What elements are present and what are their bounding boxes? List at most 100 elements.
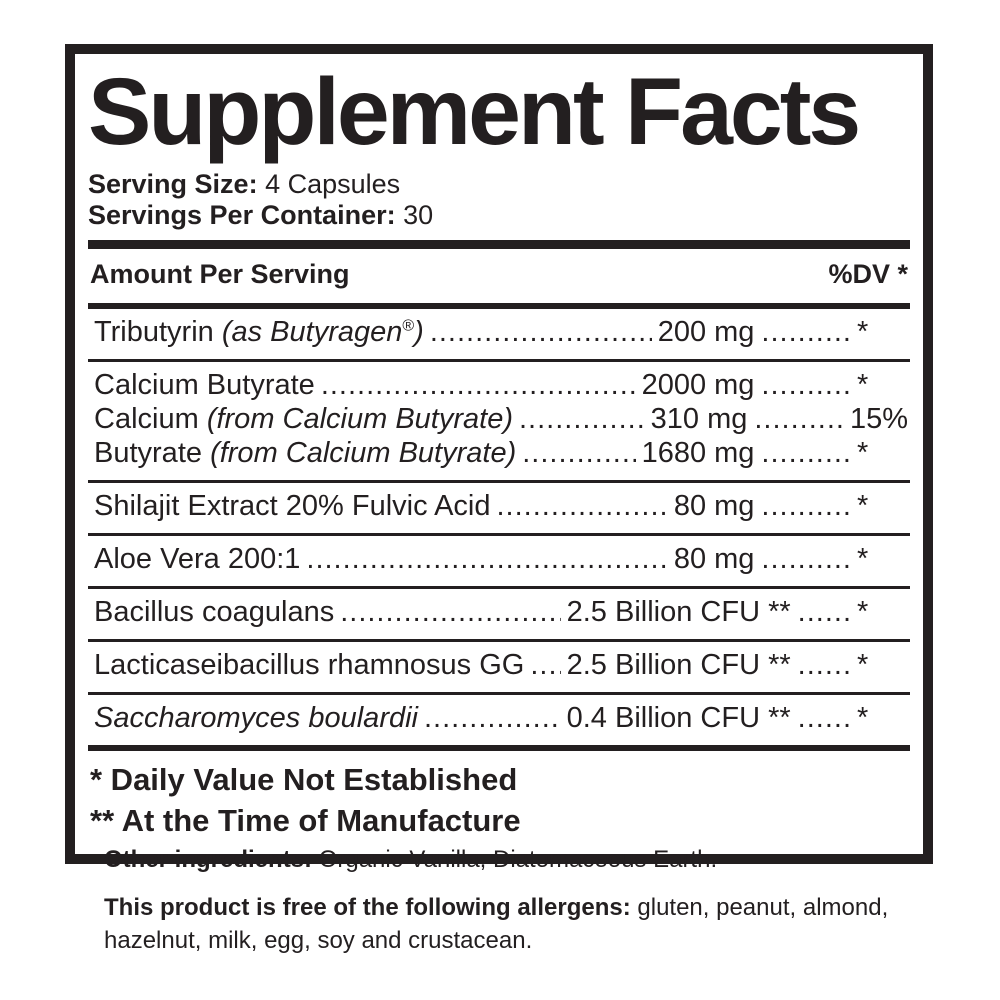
row-divider: [88, 532, 910, 536]
ingredient-amount: 2.5 Billion CFU **: [566, 595, 791, 628]
dot-leader: ........................................…: [518, 402, 645, 435]
row-divider: [88, 585, 910, 589]
ingredient-dv: *: [857, 595, 869, 628]
ingredient-dv: *: [857, 489, 869, 522]
ingredient-amount: 200 mg: [657, 315, 755, 348]
ingredient-dv: *: [857, 368, 869, 401]
ingredient-row: Saccharomyces boulardii.................…: [88, 701, 910, 735]
ingredient-group: Saccharomyces boulardii.................…: [88, 695, 910, 745]
amount-per-serving-label: Amount Per Serving: [90, 258, 350, 289]
ingredient-row: Tributyrin (as Butyragen®)..............…: [88, 315, 910, 349]
ingredient-amount: 2.5 Billion CFU **: [566, 648, 791, 681]
dot-leader: ........................................…: [522, 436, 635, 469]
ingredient-dv: *: [857, 542, 869, 575]
ingredient-dv: *: [857, 648, 869, 681]
servings-per-container-label: Servings Per Container:: [88, 199, 396, 230]
row-divider: [88, 358, 910, 362]
ingredient-name-part: (from Calcium Butyrate): [210, 436, 517, 469]
dot-leader-short: ......: [797, 595, 852, 628]
ingredient-name-part: (as Butyragen: [221, 315, 403, 348]
ingredient-name-part: ): [414, 315, 424, 348]
allergens-paragraph: This product is free of the following al…: [104, 891, 944, 957]
dot-leader-short: ......: [797, 701, 852, 734]
ingredient-dv: *: [857, 315, 869, 348]
ingredient-name: Shilajit Extract 20% Fulvic Acid: [94, 489, 490, 523]
allergens-value: gluten, peanut, almond, hazelnut, milk, …: [104, 894, 889, 954]
ingredient-name-part: Butyrate: [94, 436, 211, 469]
servings-per-container-line: Servings Per Container: 30: [88, 200, 910, 231]
ingredient-name: Saccharomyces boulardii: [94, 701, 418, 735]
ingredient-amount: 0.4 Billion CFU **: [566, 701, 791, 734]
ingredient-row: Calcium (from Calcium Butyrate).........…: [88, 402, 910, 436]
ingredient-dv: *: [857, 701, 869, 734]
ingredient-group: Tributyrin (as Butyragen®)..............…: [88, 309, 910, 359]
ingredient-name: Lacticaseibacillus rhamnosus GG: [94, 648, 524, 682]
footnotes: * Daily Value Not Established ** At the …: [88, 751, 910, 854]
footnote-manufacture: ** At the Time of Manufacture: [90, 802, 521, 838]
ingredient-amount: 310 mg: [650, 402, 748, 435]
ingredient-name-part: Calcium: [94, 402, 207, 435]
row-divider: [88, 479, 910, 483]
ingredient-amount: 80 mg: [673, 542, 755, 575]
divider-below-header: [88, 302, 910, 309]
ingredient-group: Calcium Butyrate........................…: [88, 362, 910, 480]
serving-size-value: 4 Capsules: [257, 168, 401, 199]
ingredient-name-part: Shilajit Extract 20% Fulvic Acid: [94, 489, 491, 522]
dot-leader-short: ..........: [761, 542, 852, 575]
divider-above-footnotes: [88, 744, 910, 751]
column-header-row: Amount Per Serving %DV *: [88, 249, 910, 303]
ingredient-name-part: (from Calcium Butyrate): [206, 402, 513, 435]
ingredient-name-part: Aloe Vera 200:1: [94, 542, 301, 575]
ingredient-name-part: Calcium Butyrate: [94, 368, 315, 401]
ingredient-name: Tributyrin (as Butyragen®): [94, 315, 424, 349]
ingredient-name: Aloe Vera 200:1: [94, 542, 300, 576]
ingredient-amount: 80 mg: [673, 489, 755, 522]
ingredient-group: Bacillus coagulans......................…: [88, 589, 910, 639]
dot-leader: ........................................…: [496, 489, 668, 522]
ingredient-row: Calcium Butyrate........................…: [88, 368, 910, 402]
other-ingredients-value: Organic Vanilla, Diatomaceous Earth.: [312, 846, 718, 873]
dot-leader: ........................................…: [320, 368, 636, 401]
allergens-label: This product is free of the following al…: [104, 894, 631, 921]
row-divider: [88, 691, 910, 695]
serving-size-line: Serving Size: 4 Capsules: [88, 169, 910, 200]
ingredient-name: Calcium (from Calcium Butyrate): [94, 402, 513, 436]
dot-leader-short: ..........: [761, 489, 852, 522]
supplement-facts-panel: Supplement Facts Serving Size: 4 Capsule…: [65, 44, 933, 864]
ingredient-name-part: Lacticaseibacillus rhamnosus GG: [94, 648, 525, 681]
ingredient-row: Bacillus coagulans......................…: [88, 595, 910, 629]
other-ingredients-paragraph: Other ingredients: Organic Vanilla, Diat…: [104, 843, 944, 876]
dot-leader-short: ..........: [761, 315, 852, 348]
ingredient-dv: 15%: [849, 402, 908, 435]
below-panel-text: Other ingredients: Organic Vanilla, Diat…: [104, 843, 944, 972]
ingredient-name-part: Bacillus coagulans: [94, 595, 335, 628]
ingredient-name-part: Tributyrin: [94, 315, 222, 348]
ingredient-rows: Tributyrin (as Butyragen®)..............…: [88, 309, 910, 745]
ingredient-name: Bacillus coagulans: [94, 595, 334, 629]
dot-leader-short: ..........: [754, 402, 845, 435]
ingredient-name-part: Saccharomyces boulardii: [94, 701, 418, 734]
percent-dv-label: %DV *: [828, 258, 908, 289]
ingredient-amount: 1680 mg: [641, 436, 755, 469]
ingredient-row: Shilajit Extract 20% Fulvic Acid........…: [88, 489, 910, 523]
servings-per-container-value: 30: [395, 199, 434, 230]
ingredient-row: Butyrate (from Calcium Butyrate)........…: [88, 436, 910, 470]
ingredient-row: Aloe Vera 200:1.........................…: [88, 542, 910, 576]
ingredient-group: Aloe Vera 200:1.........................…: [88, 536, 910, 586]
registered-mark: ®: [402, 317, 415, 335]
dot-leader: ........................................…: [306, 542, 668, 575]
dot-leader-short: ..........: [761, 368, 852, 401]
panel-title: Supplement Facts: [88, 59, 861, 165]
dot-leader: ........................................…: [530, 648, 560, 681]
row-divider: [88, 638, 910, 642]
dot-leader: ........................................…: [340, 595, 560, 628]
ingredient-dv: *: [857, 436, 869, 469]
ingredient-row: Lacticaseibacillus rhamnosus GG.........…: [88, 648, 910, 682]
footnote-daily-value: * Daily Value Not Established: [90, 761, 518, 797]
ingredient-name: Calcium Butyrate: [94, 368, 315, 402]
ingredient-group: Shilajit Extract 20% Fulvic Acid........…: [88, 483, 910, 533]
divider-thick-top: [88, 239, 910, 249]
ingredient-group: Lacticaseibacillus rhamnosus GG.........…: [88, 642, 910, 692]
ingredient-name: Butyrate (from Calcium Butyrate): [94, 436, 516, 470]
dot-leader-short: ......: [797, 648, 852, 681]
